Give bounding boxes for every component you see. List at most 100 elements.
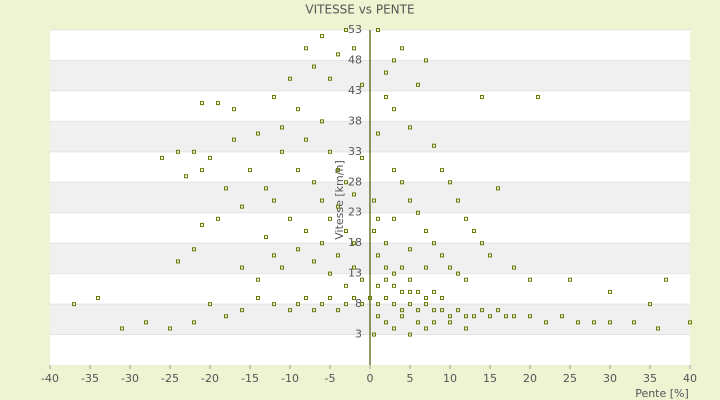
point	[272, 198, 276, 203]
x-axis-label: Pente [%]	[635, 387, 689, 400]
point	[280, 149, 284, 154]
point	[224, 314, 228, 319]
point	[376, 253, 380, 258]
point	[440, 308, 444, 313]
point	[296, 247, 300, 252]
point	[336, 204, 340, 209]
point	[328, 296, 332, 300]
point	[272, 253, 276, 258]
point	[592, 320, 596, 325]
point	[232, 107, 236, 112]
point	[456, 308, 460, 313]
x-tick-label: 35	[643, 372, 657, 385]
x-tick-label: 25	[563, 372, 577, 385]
point	[544, 320, 548, 325]
point	[372, 198, 376, 203]
point	[384, 70, 388, 75]
point	[312, 64, 316, 69]
point	[240, 308, 244, 313]
x-tick-label: 5	[407, 372, 414, 385]
point	[424, 326, 428, 331]
x-tick-label: 10	[443, 372, 457, 385]
point	[344, 283, 348, 288]
point	[96, 296, 100, 300]
point	[120, 326, 124, 331]
point	[568, 277, 572, 282]
point	[344, 302, 348, 307]
point	[216, 101, 220, 106]
x-tick-label: -5	[325, 372, 336, 385]
point	[432, 143, 436, 148]
x-tick-label: -35	[81, 372, 99, 385]
point	[504, 314, 508, 319]
point	[496, 186, 500, 191]
point	[360, 277, 364, 282]
point	[512, 265, 516, 270]
point	[424, 229, 428, 233]
point	[184, 174, 188, 179]
point	[384, 95, 388, 99]
point	[200, 222, 204, 227]
point	[408, 332, 412, 337]
point	[408, 125, 412, 130]
point	[440, 296, 444, 300]
point	[280, 265, 284, 270]
point	[256, 131, 260, 136]
x-tick-label: -30	[121, 372, 139, 385]
x-tick-label: 20	[523, 372, 537, 385]
point	[392, 216, 396, 221]
point	[336, 52, 340, 57]
point	[456, 271, 460, 276]
point	[312, 180, 316, 185]
point	[240, 265, 244, 270]
point	[400, 314, 404, 319]
point	[408, 198, 412, 203]
point	[448, 265, 452, 270]
point	[280, 125, 284, 130]
point	[264, 235, 268, 240]
point	[312, 259, 316, 264]
point	[312, 308, 316, 313]
point	[384, 277, 388, 282]
point	[328, 216, 332, 221]
point	[408, 277, 412, 282]
y-axis-label: Vitesse [km/h]	[333, 160, 346, 240]
x-tick-label: 30	[603, 372, 617, 385]
point	[400, 289, 404, 294]
y-tick-label: 13	[348, 267, 362, 280]
point	[512, 314, 516, 319]
point	[248, 168, 252, 173]
point	[336, 253, 340, 258]
point	[216, 216, 220, 221]
point	[416, 320, 420, 325]
point	[480, 308, 484, 313]
point	[656, 326, 660, 331]
point	[360, 155, 364, 160]
point	[288, 216, 292, 221]
point	[400, 265, 404, 270]
point	[632, 320, 636, 325]
point	[440, 168, 444, 173]
point	[496, 308, 500, 313]
point	[224, 186, 228, 191]
point	[304, 137, 308, 142]
point	[320, 198, 324, 203]
point	[296, 107, 300, 112]
point	[536, 95, 540, 99]
point	[464, 216, 468, 221]
point	[488, 253, 492, 258]
point	[392, 58, 396, 63]
point	[688, 320, 692, 325]
point	[392, 283, 396, 288]
point	[208, 155, 212, 160]
point	[416, 210, 420, 215]
point	[320, 34, 324, 39]
point	[376, 302, 380, 307]
point	[328, 271, 332, 276]
point	[408, 302, 412, 307]
chart-title: VITESSE vs PENTE	[305, 3, 414, 17]
x-tick-label: -40	[41, 372, 59, 385]
point	[464, 314, 468, 319]
point	[432, 241, 436, 246]
y-tick-label: 38	[348, 114, 362, 127]
